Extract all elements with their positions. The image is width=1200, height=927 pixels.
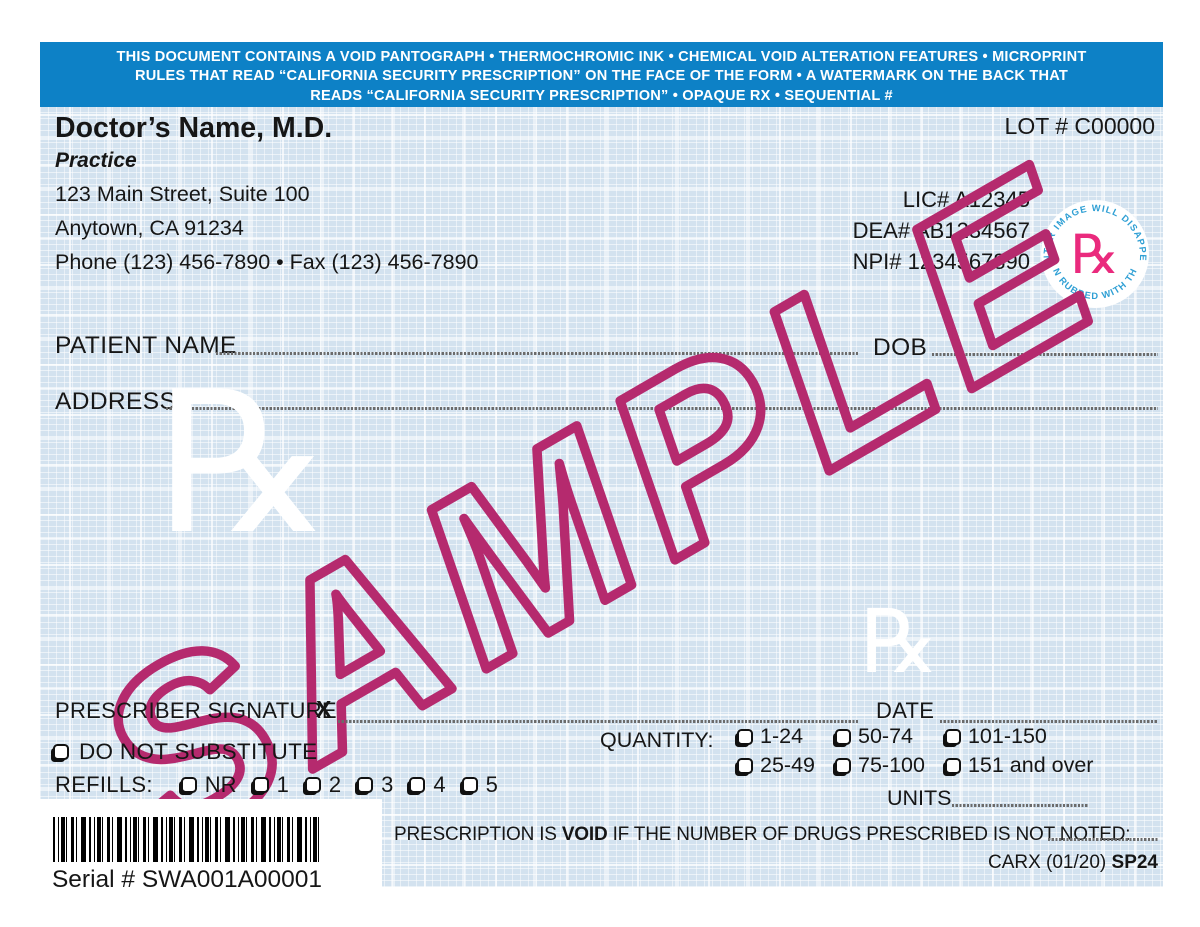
quantity-option-label: 75-100 — [858, 753, 925, 777]
rx-watermark-small: ℞ — [860, 590, 939, 693]
checkbox-icon[interactable] — [180, 777, 197, 793]
npi-number: NPI# 1234567890 — [852, 249, 1030, 274]
refills-option-2: 2 — [304, 772, 342, 798]
thermochromic-rx-stamp: CENTER IMAGE WILL DISAPPEAR WHEN RUBBED … — [1037, 196, 1149, 308]
checkbox-icon[interactable] — [835, 728, 851, 745]
refills-option-5: 5 — [461, 772, 498, 798]
barcode-icon — [53, 817, 321, 862]
doctor-phone-fax: Phone (123) 456-7890 • Fax (123) 456-789… — [55, 250, 479, 274]
checkbox-icon[interactable] — [944, 757, 961, 774]
dea-number: DEA# AB1234567 — [852, 218, 1030, 243]
quantity-option-50-74: 50-74 — [835, 724, 925, 749]
refills-option-label: 2 — [328, 772, 342, 797]
signature-line[interactable] — [338, 720, 858, 723]
do-not-substitute-label: DO NOT SUBSTITUTE — [79, 739, 318, 764]
practice-name: Practice — [55, 149, 137, 172]
checkbox-icon[interactable] — [835, 757, 851, 774]
sp-code: SP24 — [1111, 852, 1158, 873]
license-ids-block: LIC# A12345 DEA# AB1234567 NPI# 12345678… — [853, 184, 1030, 277]
quantity-options-grid: 1-24 25-49 50-74 75-100 101-150 151 and … — [737, 722, 1093, 780]
quantity-option-151-over: 151 and over — [944, 753, 1094, 778]
quantity-label: QUANTITY: — [600, 728, 714, 752]
refills-option-label: NR — [204, 772, 237, 797]
banner-line-2: RULES THAT READ “CALIFORNIA SECURITY PRE… — [134, 68, 1069, 85]
void-warning-text: PRESCRIPTION IS VOID IF THE NUMBER OF DR… — [394, 824, 1130, 846]
quantity-option-label: 151 and over — [967, 753, 1094, 777]
stamp-circle — [1041, 200, 1149, 308]
form-code: CARX (01/20) SP24 — [988, 852, 1158, 874]
quantity-option-101-150: 101-150 — [944, 724, 1094, 749]
checkbox-icon[interactable] — [357, 777, 374, 793]
address-line — [166, 407, 1158, 410]
checkbox-icon[interactable] — [304, 777, 321, 793]
doctor-address-line2: Anytown, CA 91234 — [55, 216, 244, 240]
lot-number: LOT # C00000 — [1004, 113, 1155, 139]
prescriber-signature-label: PRESCRIBER SIGNATURE — [55, 698, 337, 723]
void-warning-bold: VOID — [561, 824, 608, 845]
banner-line-3: READS “CALIFORNIA SECURITY PRESCRIPTION”… — [310, 87, 893, 104]
doctor-address-line1: 123 Main Street, Suite 100 — [55, 182, 310, 206]
signature-x-mark: X — [316, 696, 332, 722]
refills-option-1: 1 — [252, 772, 289, 798]
refills-option-label: 1 — [276, 772, 289, 797]
patient-name-label: PATIENT NAME — [55, 332, 237, 359]
do-not-substitute-checkbox-icon[interactable] — [53, 744, 69, 760]
refills-option-label: 5 — [485, 772, 498, 797]
quantity-option-label: 25-49 — [760, 753, 815, 777]
quantity-option-label: 101-150 — [967, 724, 1047, 748]
date-line[interactable] — [940, 720, 1158, 723]
quantity-option-1-24: 1-24 — [737, 724, 815, 749]
checkbox-icon[interactable] — [252, 777, 269, 793]
rx-watermark-large: ℞ — [156, 350, 332, 578]
banner-line-1: THIS DOCUMENT CONTAINS A VOID PANTOGRAPH… — [116, 49, 1087, 65]
stamp-rx-icon: ℞ — [1071, 223, 1119, 286]
do-not-substitute-option: DO NOT SUBSTITUTE — [53, 739, 317, 765]
void-warning-post: IF THE NUMBER OF DRUGS PRESCRIBED IS NOT… — [607, 824, 1131, 845]
address-label: ADDRESS — [55, 388, 177, 415]
date-label: DATE — [876, 698, 935, 723]
serial-number: Serial # SWA001A00001 — [51, 866, 323, 893]
refills-option-label: 4 — [433, 772, 446, 797]
refills-option-nr: NR — [180, 772, 237, 798]
refills-label: REFILLS: — [55, 772, 153, 797]
dob-line — [932, 353, 1158, 356]
refills-option-label: 3 — [381, 772, 394, 797]
quantity-option-25-49: 25-49 — [737, 753, 815, 778]
lic-number: LIC# A12345 — [902, 187, 1030, 212]
carx-code: CARX (01/20) — [987, 852, 1112, 873]
units-line[interactable] — [952, 804, 1088, 807]
doctor-info-block: Doctor’s Name, M.D. Practice 123 Main St… — [55, 112, 478, 279]
refills-option-3: 3 — [357, 772, 393, 798]
refills-option-4: 4 — [409, 772, 446, 798]
void-count-line[interactable] — [1048, 838, 1158, 841]
patient-name-line — [216, 352, 858, 355]
checkbox-icon[interactable] — [461, 777, 478, 793]
doctor-name: Doctor’s Name, M.D. — [55, 112, 333, 144]
checkbox-icon[interactable] — [944, 728, 961, 745]
refills-row: REFILLS: NR 1 2 3 4 5 — [55, 772, 498, 798]
dob-label: DOB — [873, 334, 928, 361]
checkbox-icon[interactable] — [409, 777, 426, 793]
security-features-banner: THIS DOCUMENT CONTAINS A VOID PANTOGRAPH… — [40, 42, 1163, 107]
quantity-option-label: 1-24 — [760, 724, 804, 748]
void-warning-pre: PRESCRIPTION IS — [394, 824, 562, 845]
quantity-option-label: 50-74 — [858, 724, 913, 748]
checkbox-icon[interactable] — [737, 757, 753, 774]
security-pantograph-background — [40, 42, 1163, 887]
units-label: UNITS — [887, 786, 952, 810]
barcode-panel: Serial # SWA001A00001 — [37, 799, 382, 920]
checkbox-icon[interactable] — [737, 728, 753, 745]
quantity-option-75-100: 75-100 — [835, 753, 925, 778]
